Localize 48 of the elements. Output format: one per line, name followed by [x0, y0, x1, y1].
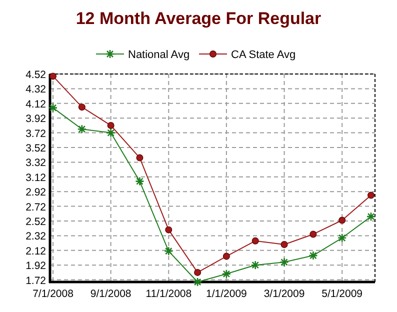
- y-tick-label: 3.32: [26, 157, 46, 170]
- y-tick-label: 4.52: [26, 69, 46, 81]
- x-tick-label: 7/1/2008: [32, 288, 74, 300]
- point: [107, 122, 114, 129]
- x-tick-label: 9/1/2008: [90, 288, 132, 300]
- point: [106, 128, 116, 138]
- point: [222, 252, 230, 260]
- y-tick-label: 4.32: [26, 84, 46, 96]
- point: [280, 241, 288, 248]
- point: [338, 216, 346, 224]
- y-tick-label: 3.12: [26, 172, 46, 184]
- y-tick-label: 1.92: [26, 260, 46, 272]
- legend-label: National Avg: [128, 49, 190, 61]
- point: [368, 192, 374, 199]
- point: [308, 250, 318, 260]
- point: [78, 104, 86, 111]
- point: [192, 277, 202, 287]
- chart-title: 12 Month Average For Regular: [76, 9, 322, 28]
- y-tick-label: 3.72: [26, 128, 46, 140]
- point: [165, 226, 172, 234]
- point: [50, 72, 56, 80]
- y-tick-label: 3.92: [26, 113, 46, 126]
- point: [252, 237, 259, 244]
- y-tick-label: 2.92: [26, 186, 46, 199]
- point: [135, 176, 144, 186]
- y-tick-label: 2.72: [26, 201, 46, 214]
- point: [250, 260, 260, 270]
- point: [366, 212, 376, 222]
- y-tick-label: 2.32: [26, 230, 46, 243]
- point: [280, 258, 289, 267]
- x-tick-label: 3/1/2009: [264, 288, 305, 300]
- point: [48, 103, 58, 112]
- point: [194, 268, 202, 276]
- x-tick-label: 5/1/2009: [322, 288, 363, 300]
- y-tick-label: 4.12: [26, 98, 46, 110]
- point: [310, 230, 317, 238]
- y-tick-label: 2.12: [26, 245, 46, 258]
- point: [77, 124, 87, 134]
- point: [164, 246, 174, 256]
- point: [222, 269, 232, 279]
- y-tick-label: 3.52: [26, 142, 46, 154]
- y-tick-label: 1.72: [26, 274, 46, 287]
- y-tick-label: 2.52: [26, 216, 46, 228]
- point: [337, 233, 347, 243]
- point: [136, 154, 144, 162]
- legend-label: CA State Avg: [231, 49, 296, 61]
- x-tick-label: 11/1/2008: [146, 288, 192, 300]
- x-tick-label: 1/1/2009: [206, 288, 248, 300]
